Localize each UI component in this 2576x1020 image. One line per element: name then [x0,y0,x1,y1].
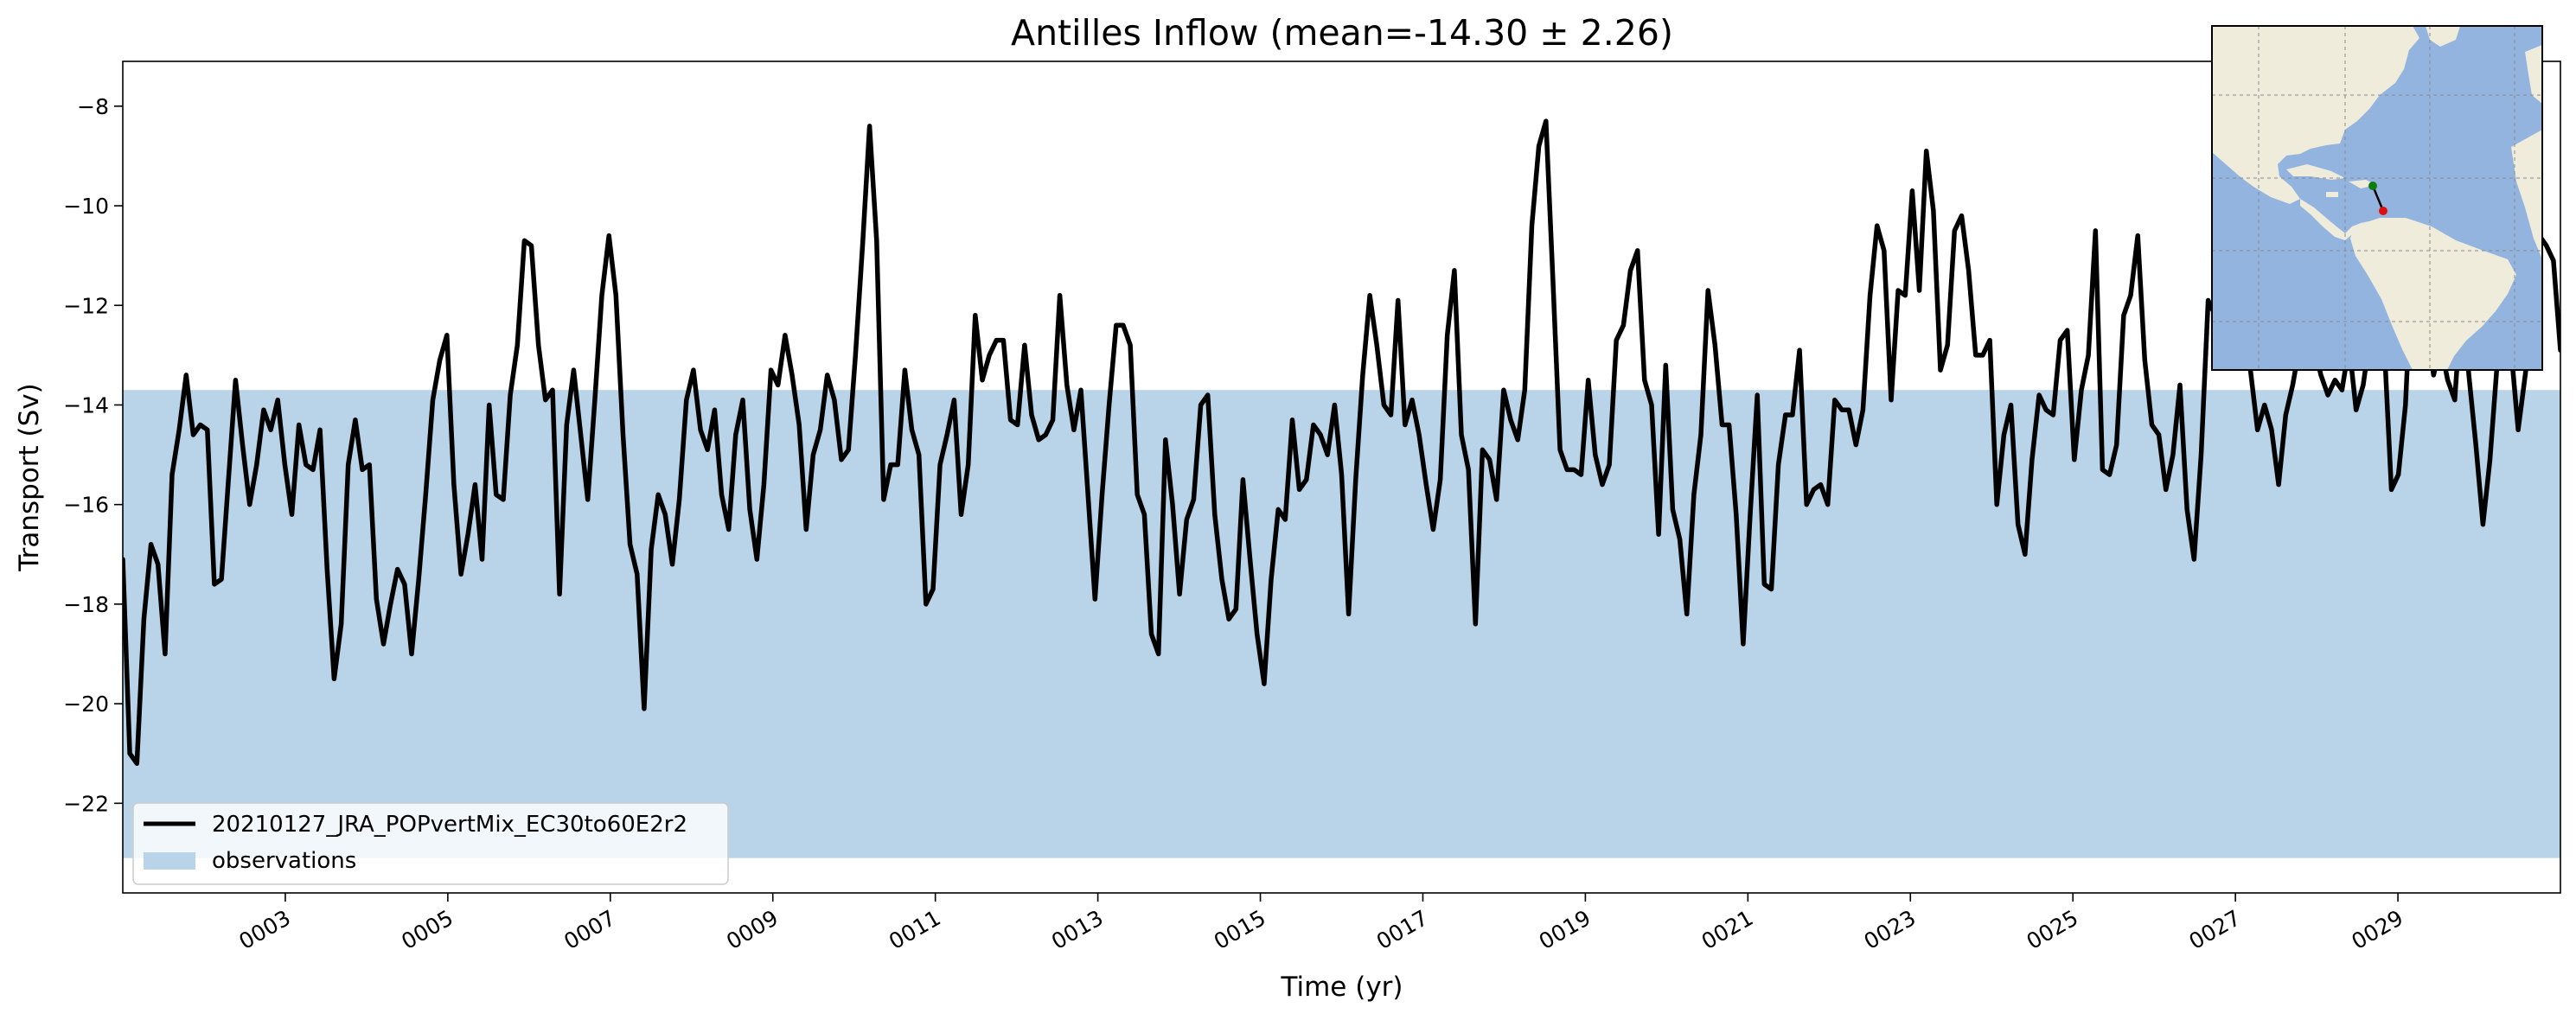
x-tick-label: 0019 [1535,905,1595,954]
plot-area [122,61,2561,894]
y-tick-label: −12 [63,293,109,318]
x-tick-label: 0021 [1697,905,1758,954]
x-tick-label: 0005 [397,905,457,954]
legend: 20210127_JRA_POPvertMix_EC30to60E2r2 obs… [132,802,729,885]
inset-map [2211,25,2543,371]
y-tick-label: −18 [63,592,109,617]
y-tick-label: −20 [63,692,109,717]
x-tick-label: 0025 [2023,905,2083,954]
map-gridlines [2212,26,2542,370]
x-tick-label: 0027 [2185,905,2246,954]
y-tick-label: −14 [63,392,109,418]
y-tick-label: −22 [63,791,109,816]
x-tick-label: 0007 [559,905,620,954]
y-tick-label: −8 [77,94,109,119]
x-tick-label: 0013 [1047,905,1108,954]
legend-entry-model: 20210127_JRA_POPvertMix_EC30to60E2r2 [212,812,687,838]
y-tick-label: −10 [63,194,109,219]
x-axis-title: Time (yr) [1281,972,1403,1003]
x-tick-label: 0023 [1860,905,1921,954]
x-tick-label: 0017 [1372,905,1433,954]
y-axis-title: Transport (Sv) [14,383,45,572]
legend-entry-observations: observations [212,848,356,874]
y-axis: −22 −20 −18 −16 −14 −12 −10 −8 [63,94,123,816]
chart-title: Antilles Inflow (mean=-14.30 ± 2.26) [1011,12,1673,54]
x-tick-label: 0015 [1210,905,1270,954]
plot-frame [122,61,2561,894]
map-transect [2371,185,2385,212]
x-tick-label: 0003 [234,905,295,954]
map-land [2212,26,2542,370]
legend-observations-swatch [144,852,195,870]
x-tick-label: 0029 [2347,905,2407,954]
x-axis: 0003 0005 0007 0009 0011 0013 0015 0017 0019 0021… [234,893,2407,954]
series-line-0 [123,118,2560,766]
x-tick-label: 0011 [885,905,945,954]
transect-end-marker [2379,207,2387,215]
y-tick-label: −16 [63,493,109,518]
x-tick-label: 0009 [722,905,783,954]
legend-box [132,802,729,885]
transect-start-marker [2368,182,2377,190]
inset-map-frame [2211,25,2543,371]
